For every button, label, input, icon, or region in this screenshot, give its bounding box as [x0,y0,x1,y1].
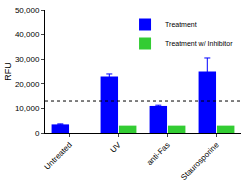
svg-text:Treatment w/ Inhibitor: Treatment w/ Inhibitor [165,40,233,47]
svg-text:40,000: 40,000 [15,30,40,39]
svg-text:0: 0 [35,129,40,138]
svg-text:anti-Fas: anti-Fas [145,140,172,167]
svg-text:30,000: 30,000 [15,55,40,64]
svg-text:10,000: 10,000 [15,104,40,113]
svg-text:UV: UV [109,140,124,155]
svg-text:Untreated: Untreated [43,140,74,171]
svg-text:20,000: 20,000 [15,80,40,89]
svg-text:Treatment: Treatment [165,21,197,28]
svg-text:50,000: 50,000 [15,6,40,15]
svg-text:RFU: RFU [3,62,13,81]
svg-text:Staurosporine: Staurosporine [179,140,221,182]
